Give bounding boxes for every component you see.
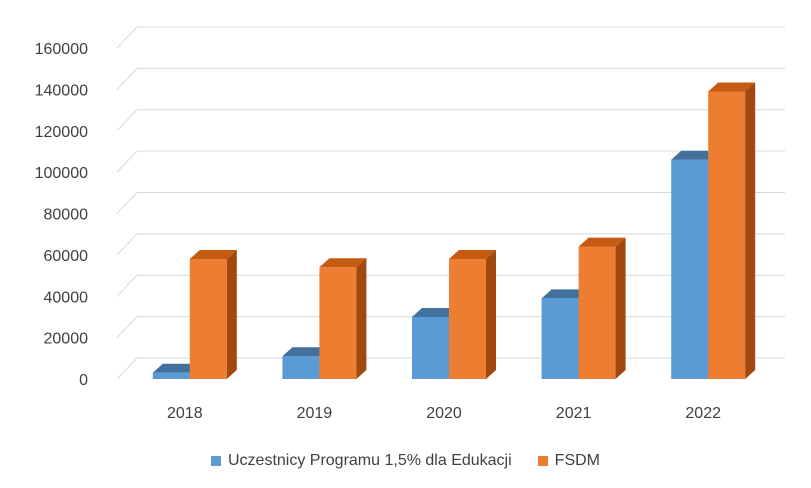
y-tick-label: 80000 [44,207,89,224]
y-tick-label: 40000 [44,289,89,306]
legend-item-fsdm: FSDM [537,452,600,470]
y-tick-label: 60000 [44,248,89,265]
gridline-side [116,357,138,380]
legend-label-fsdm: FSDM [554,452,600,469]
bar-fsdm-2021 [578,237,626,379]
bar-side [226,250,237,379]
bar-front [152,372,190,379]
legend-item-uczestnicy: Uczestnicy Programu 1,5% dla Edukacji [210,452,512,470]
gridline-side [116,26,138,49]
y-tick-label: 20000 [44,331,89,348]
bar-fsdm-2020 [449,250,496,379]
gridline-side [116,274,138,297]
bar-top [319,258,367,268]
y-tick-label: 100000 [35,165,88,182]
bar-front [189,259,227,379]
bar-top [189,250,237,260]
gridline-side [116,109,138,132]
bar-fsdm-2018 [189,250,237,379]
gridline-side [116,150,138,173]
bar-front [578,246,616,379]
bar-front [671,159,709,379]
bars [152,82,756,379]
gridline-side [116,192,138,214]
x-tick-label: 2018 [167,405,203,422]
bar-top [708,82,756,92]
bar-uczestnicy-2021 [541,289,589,379]
x-tick-label: 2019 [297,405,333,422]
gridline-side [116,316,138,338]
bar-top [449,250,496,260]
legend-label-uczestnicy: Uczestnicy Programu 1,5% dla Edukacji [227,452,512,469]
bar-top [152,363,200,373]
bar-front [541,298,579,379]
legend-swatch-uczestnicy [210,456,221,466]
bar-fsdm-2019 [319,258,367,379]
bar-front [708,91,746,379]
y-tick-label: 0 [79,372,88,389]
y-axis-ticks: 0 20000 40000 60000 80000 100000 120000 140000 1… [35,41,88,389]
bar-top [671,150,719,160]
y-tick-label: 160000 [35,41,88,58]
bar-top [541,289,589,299]
bar-side [745,82,756,379]
x-axis-ticks: 2018 2019 2020 2021 2022 [167,405,721,422]
bar-side [615,237,626,379]
bar-front [449,259,486,379]
gridline-side [116,233,138,256]
gridline-side [116,68,138,90]
x-tick-label: 2022 [685,405,721,422]
y-tick-label: 140000 [35,82,88,99]
bar-front [282,356,320,379]
bar-side [486,250,496,379]
legend: Uczestnicy Programu 1,5% dla Edukacji FS… [0,452,811,470]
y-tick-label: 120000 [35,124,88,141]
x-tick-label: 2021 [556,405,592,422]
bar-front [412,316,449,379]
bar-fsdm-2022 [708,82,756,379]
x-tick-label: 2020 [426,405,462,422]
bar-front [319,267,357,379]
legend-swatch-fsdm [537,456,548,466]
bar-top [282,347,330,357]
bar-top [412,307,459,317]
bar-side [356,258,367,379]
bar-top [578,237,626,247]
